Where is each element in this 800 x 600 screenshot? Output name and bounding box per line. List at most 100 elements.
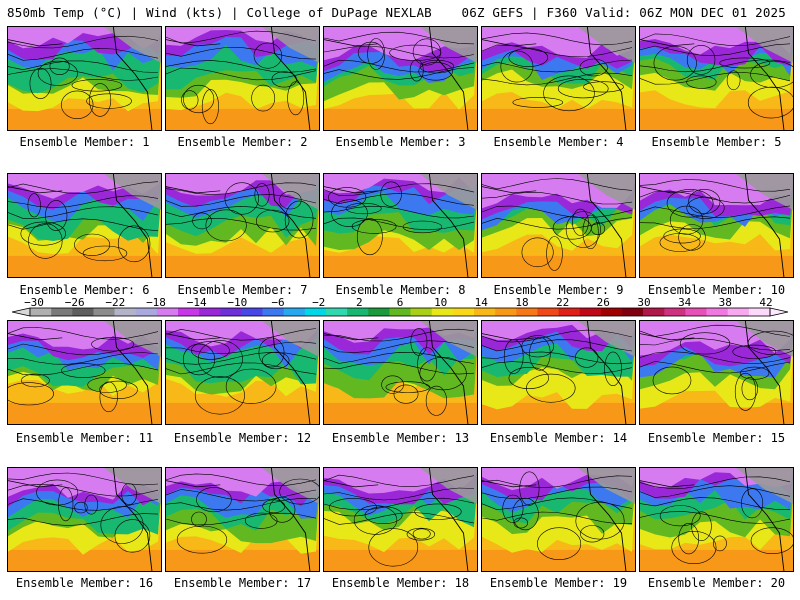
colorbar-swatch	[389, 308, 411, 316]
colorbar-swatch	[706, 308, 729, 316]
member-caption: Ensemble Member: 20	[647, 576, 786, 590]
colorbar-swatch	[748, 308, 771, 316]
colorbar-swatch	[664, 308, 686, 316]
member-map-graphic	[8, 321, 161, 424]
colorbar-swatch	[537, 308, 559, 316]
member-caption: Ensemble Member: 8	[335, 283, 466, 297]
member-map-panel	[165, 320, 320, 425]
member-map-panel	[481, 320, 636, 425]
colorbar-swatch	[51, 308, 73, 316]
colorbar-swatch	[220, 308, 242, 316]
member-caption: Ensemble Member: 3	[335, 135, 466, 149]
colorbar-swatch	[685, 308, 707, 316]
colorbar-swatch	[579, 308, 602, 316]
member-map-graphic	[324, 27, 477, 130]
member-map-graphic	[640, 321, 793, 424]
member-map-panel	[639, 320, 794, 425]
run-valid-time: 06Z GEFS | F360 Valid: 06Z MON DEC 01 20…	[461, 5, 786, 20]
colorbar-tick-label: 34	[678, 296, 692, 309]
colorbar-tick-label: 2	[356, 296, 363, 309]
member-caption: Ensemble Member: 17	[173, 576, 312, 590]
colorbar-swatch	[452, 308, 475, 316]
colorbar-swatch	[516, 308, 538, 316]
member-caption: Ensemble Member: 13	[331, 431, 470, 445]
member-caption: Ensemble Member: 14	[489, 431, 628, 445]
colorbar-swatch	[727, 308, 750, 316]
colorbar-tick-label: 38	[719, 296, 732, 309]
member-map-panel	[323, 173, 478, 278]
colorbar-swatch	[30, 308, 52, 316]
member-map-graphic	[166, 468, 319, 571]
colorbar-swatch	[283, 308, 306, 316]
colorbar-swatch	[199, 308, 221, 316]
colorbar-tick-label: 18	[515, 296, 528, 309]
member-caption: Ensemble Member: 16	[15, 576, 154, 590]
colorbar-swatch	[135, 308, 158, 316]
member-caption: Ensemble Member: 9	[493, 283, 624, 297]
member-caption: Ensemble Member: 19	[489, 576, 628, 590]
member-map-graphic	[640, 468, 793, 571]
colorbar-tick-label: 22	[556, 296, 569, 309]
member-map-graphic	[166, 174, 319, 277]
member-map-panel	[165, 26, 320, 131]
member-caption: Ensemble Member: 2	[177, 135, 308, 149]
member-map-panel	[323, 26, 478, 131]
member-caption: Ensemble Member: 10	[647, 283, 786, 297]
member-map-panel	[165, 173, 320, 278]
member-map-graphic	[640, 27, 793, 130]
member-caption: Ensemble Member: 7	[177, 283, 308, 297]
colorbar-outline	[29, 307, 771, 317]
member-caption: Ensemble Member: 18	[331, 576, 470, 590]
colorbar-tick-label: 10	[434, 296, 447, 309]
member-map-graphic	[640, 174, 793, 277]
colorbar-swatch	[431, 308, 454, 316]
member-map-graphic	[8, 468, 161, 571]
member-map-panel	[481, 26, 636, 131]
colorbar-tick-label: 26	[597, 296, 610, 309]
colorbar-swatch	[178, 308, 200, 316]
colorbar-tick-label: −22	[105, 296, 125, 309]
colorbar-swatch	[114, 308, 137, 316]
member-map-graphic	[482, 321, 635, 424]
member-caption: Ensemble Member: 6	[19, 283, 150, 297]
member-caption: Ensemble Member: 12	[173, 431, 312, 445]
member-map-panel	[639, 467, 794, 572]
colorbar-tick-label: −2	[312, 296, 325, 309]
colorbar-tick-label: 42	[759, 296, 772, 309]
member-map-panel	[7, 467, 162, 572]
member-map-graphic	[482, 174, 635, 277]
colorbar-swatch	[262, 308, 285, 316]
member-map-panel	[323, 467, 478, 572]
colorbar-arrow	[769, 307, 789, 317]
member-caption: Ensemble Member: 11	[15, 431, 154, 445]
colorbar-swatch	[643, 308, 665, 316]
member-map-panel	[7, 173, 162, 278]
member-map-graphic	[8, 27, 161, 130]
colorbar-swatch	[156, 308, 179, 316]
colorbar-swatch	[622, 308, 644, 316]
member-map-graphic	[324, 468, 477, 571]
colorbar-swatch	[368, 308, 390, 316]
colorbar-swatch	[347, 308, 369, 316]
member-caption: Ensemble Member: 4	[493, 135, 624, 149]
member-map-graphic	[8, 174, 161, 277]
colorbar-swatch	[495, 308, 517, 316]
colorbar-swatch	[304, 308, 327, 316]
temperature-colorbar: −30 −26 −22 −18 −14 −10 −6 −2 2 6 10 14 18 22 26 30 34 38…	[11, 296, 789, 317]
member-map-panel	[481, 173, 636, 278]
member-map-graphic	[482, 27, 635, 130]
chart-title: 850mb Temp (°C) | Wind (kts) | College o…	[7, 5, 432, 20]
colorbar-tick-label: −10	[227, 296, 247, 309]
colorbar-swatch	[72, 308, 94, 316]
colorbar-swatch	[600, 308, 623, 316]
colorbar-swatch	[410, 308, 433, 316]
member-caption: Ensemble Member: 1	[19, 135, 150, 149]
member-map-panel	[165, 467, 320, 572]
member-map-panel	[323, 320, 478, 425]
member-caption: Ensemble Member: 5	[651, 135, 782, 149]
member-map-graphic	[482, 468, 635, 571]
colorbar-tick-label: −18	[146, 296, 166, 309]
colorbar-swatch	[558, 308, 581, 316]
colorbar-tick-label: −30	[24, 296, 44, 309]
member-caption: Ensemble Member: 15	[647, 431, 786, 445]
